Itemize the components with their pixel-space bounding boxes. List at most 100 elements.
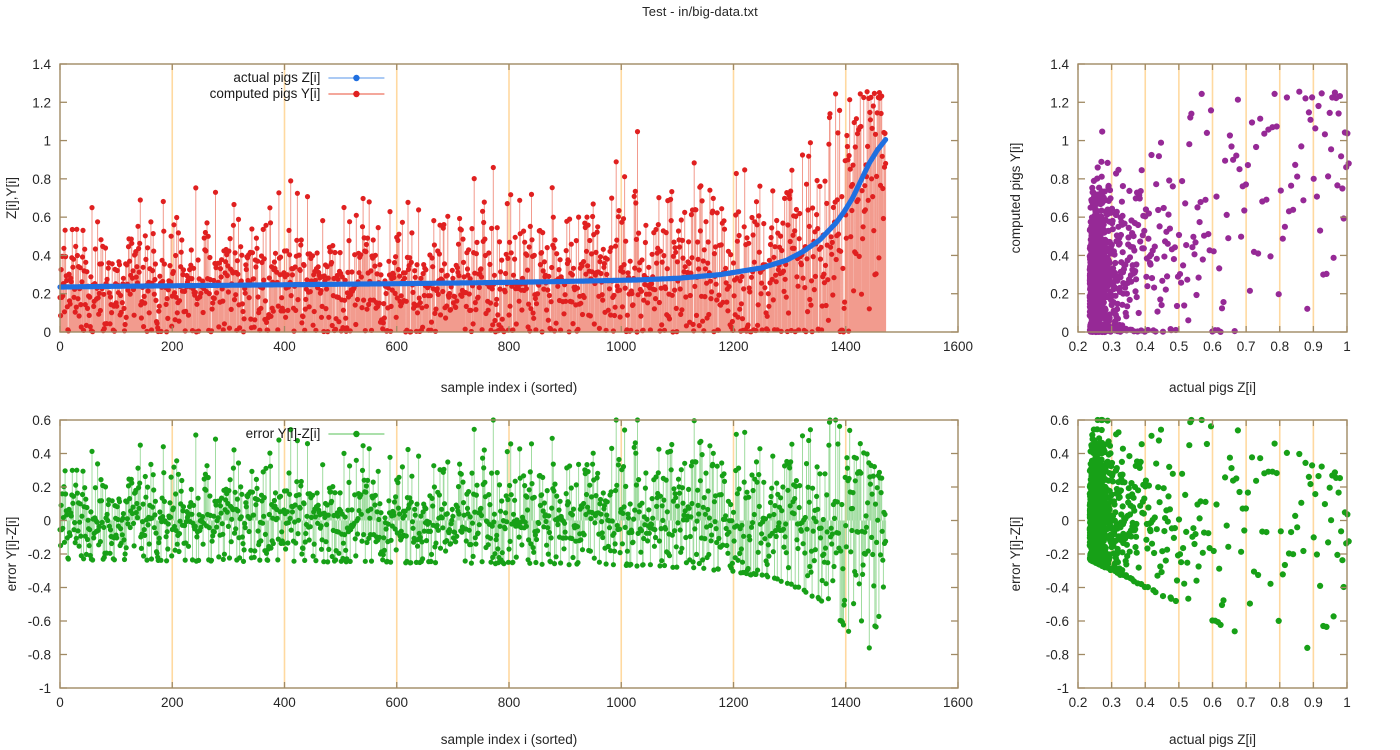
y-tick-label: 0.6 <box>32 413 51 428</box>
x-tick-label: 0.5 <box>1169 339 1188 354</box>
y-tick-label: 0 <box>1061 514 1069 529</box>
y-tick-label: 0.6 <box>1050 413 1069 428</box>
y-tick-label: 0.4 <box>1050 248 1069 263</box>
y-tick-label: 0.2 <box>1050 287 1069 302</box>
y-tick-label: -0.8 <box>28 648 51 663</box>
index-vs-error-data <box>57 417 889 651</box>
axis-ticks: 0.2 0.3 0.4 0.5 0.6 0.7 0.8 0.9 1 -1 -0.8 -0.6 -0.4 -… <box>1046 413 1351 710</box>
x-tick-label: 200 <box>161 339 184 354</box>
x-tick-label: 0 <box>56 339 64 354</box>
y-tick-label: -0.4 <box>1046 581 1070 596</box>
x-tick-label: 1000 <box>606 339 636 354</box>
x-tick-label: 800 <box>498 339 521 354</box>
scatter-points <box>1086 88 1352 336</box>
x-tick-label: 0.6 <box>1203 339 1222 354</box>
x-axis-title: actual pigs Z[i] <box>1169 380 1256 395</box>
y-tick-label: -0.2 <box>1046 547 1069 562</box>
x-tick-label: 0.8 <box>1270 339 1289 354</box>
y-tick-label: 1.2 <box>32 95 51 110</box>
grid-lines <box>171 64 847 332</box>
x-tick-label: 0.7 <box>1237 695 1256 710</box>
x-tick-label: 1000 <box>606 695 636 710</box>
y-tick-label: 0.2 <box>1050 480 1069 495</box>
legend: actual pigs Z[i]computed pigs Y[i] <box>210 70 385 101</box>
x-tick-label: 0 <box>56 695 64 710</box>
x-tick-label: 200 <box>161 695 184 710</box>
y-tick-label: -0.8 <box>1046 648 1069 663</box>
x-tick-label: 1600 <box>943 339 973 354</box>
data-points <box>57 89 889 335</box>
y-tick-label: -0.4 <box>28 581 52 596</box>
y-tick-label: -0.6 <box>1046 614 1069 629</box>
y-tick-label: 0.4 <box>1050 447 1069 462</box>
y-tick-label: 0 <box>43 325 51 340</box>
x-tick-label: 400 <box>273 339 296 354</box>
panel-index-vs-error: 0 200 400 600 800 1000 1200 1400 1600 -1 -0.8 -0.6 -… <box>0 398 1000 750</box>
x-tick-label: 0.9 <box>1304 695 1323 710</box>
x-tick-label: 1600 <box>943 695 973 710</box>
axis-ticks: 0.2 0.3 0.4 0.5 0.6 0.7 0.8 0.9 100.20.40.60.811… <box>1050 57 1351 354</box>
legend-marker-error <box>353 430 360 438</box>
x-tick-label: 0.7 <box>1237 339 1256 354</box>
x-tick-label: 800 <box>498 695 521 710</box>
legend-marker-computed <box>353 90 360 98</box>
y-tick-label: -0.6 <box>28 614 51 629</box>
legend-label-computed: computed pigs Y[i] <box>210 86 321 101</box>
y-tick-label: -1 <box>39 681 51 696</box>
data-points <box>57 417 889 651</box>
x-tick-label: 1400 <box>831 339 861 354</box>
x-tick-label: 1200 <box>718 339 748 354</box>
y-tick-label: -1 <box>1057 681 1069 696</box>
y-tick-label: 0.4 <box>32 248 51 263</box>
actual-vs-error-scatter-svg: 0.2 0.3 0.4 0.5 0.6 0.7 0.8 0.9 1 -1 -0.8 -0.6 -0.4 -… <box>1008 413 1352 747</box>
x-tick-label: 1 <box>1343 695 1351 710</box>
x-axis-title: actual pigs Z[i] <box>1169 732 1256 747</box>
actual-vs-computed-scatter-data <box>1086 88 1352 336</box>
legend-marker-actual <box>353 74 360 82</box>
y-axis-title: computed pigs Y[i] <box>1008 143 1023 254</box>
index-vs-error-svg: 0 200 400 600 800 1000 1200 1400 1600 -1 -0.8 -0.6 -… <box>4 413 973 747</box>
index-vs-values-data <box>57 89 889 335</box>
y-tick-label: 0.6 <box>1050 210 1069 225</box>
y-axis-title: error Y[i]-Z[i] <box>4 517 19 592</box>
x-tick-label: 0.3 <box>1102 695 1121 710</box>
x-axis-title: sample index i (sorted) <box>441 732 578 747</box>
y-tick-label: 1.4 <box>32 57 51 72</box>
x-tick-label: 0.8 <box>1270 695 1289 710</box>
x-tick-label: 0.9 <box>1304 339 1323 354</box>
x-tick-label: 600 <box>385 339 408 354</box>
panel-index-vs-values: 0 200 400 600 800 1000 1200 1400 1600 0 0.2 0.4 0.6 0… <box>0 40 1000 398</box>
legend-label-error: error Y[i]-Z[i] <box>246 426 321 441</box>
legend: error Y[i]-Z[i] <box>246 426 385 441</box>
x-tick-label: 0.3 <box>1102 339 1121 354</box>
y-tick-label: 1.2 <box>1050 95 1069 110</box>
axis-ticks: 0 200 400 600 800 1000 1200 1400 1600 0 0.2 0.4 0.6 0… <box>32 57 973 354</box>
x-tick-label: 0.5 <box>1169 695 1188 710</box>
y-tick-label: 0.8 <box>1050 172 1069 187</box>
y-axis-title: Z[i],Y[i] <box>4 177 19 219</box>
index-vs-values-svg: 0 200 400 600 800 1000 1200 1400 1600 0 0.2 0.4 0.6 0… <box>4 57 973 395</box>
x-tick-label: 0.2 <box>1069 695 1088 710</box>
y-tick-label: 1 <box>43 134 51 149</box>
x-tick-label: 1 <box>1343 339 1351 354</box>
x-axis-title: sample index i (sorted) <box>441 380 578 395</box>
y-tick-label: 0.4 <box>32 447 51 462</box>
x-tick-label: 0.6 <box>1203 695 1222 710</box>
y-tick-label: -0.2 <box>28 547 51 562</box>
y-tick-label: 1 <box>1061 134 1069 149</box>
x-tick-label: 0.4 <box>1136 339 1155 354</box>
y-tick-label: 0.6 <box>32 210 51 225</box>
x-tick-label: 1200 <box>718 695 748 710</box>
figure-title: Test - in/big-data.txt <box>642 4 758 19</box>
panel-actual-vs-computed-scatter: 0.2 0.3 0.4 0.5 0.6 0.7 0.8 0.9 1 0 0.2 0.4 0.6 0.8 1 1… <box>1000 40 1400 398</box>
scatter-points <box>1086 416 1352 651</box>
x-tick-label: 1400 <box>831 695 861 710</box>
legend-label-actual: actual pigs Z[i] <box>233 70 320 85</box>
x-tick-label: 0.2 <box>1069 339 1088 354</box>
y-tick-label: 0.2 <box>32 287 51 302</box>
y-tick-label: 0.8 <box>32 172 51 187</box>
axis-ticks: 0 200 400 600 800 1000 1200 1400 1600 -1 -0.8 -0.6 -… <box>28 413 973 710</box>
y-tick-label: 0 <box>1061 325 1069 340</box>
panel-actual-vs-error-scatter: 0.2 0.3 0.4 0.5 0.6 0.7 0.8 0.9 1 -1 -0.8 -0.6 -0.4 -… <box>1000 398 1400 750</box>
y-tick-label: 1.4 <box>1050 57 1069 72</box>
